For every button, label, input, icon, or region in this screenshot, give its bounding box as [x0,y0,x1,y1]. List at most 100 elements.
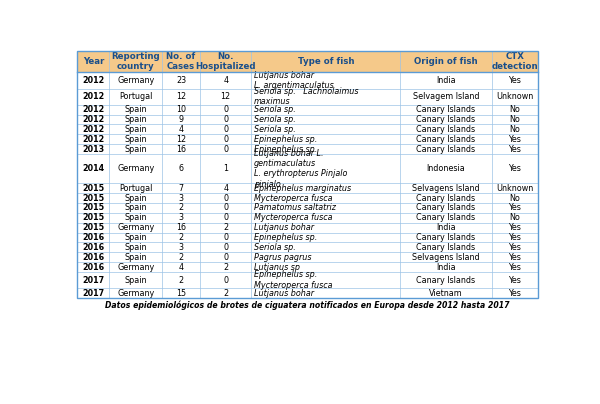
Text: Spain: Spain [125,203,147,213]
Text: Portugal: Portugal [119,92,152,101]
Text: 3: 3 [179,194,184,202]
Text: Germany: Germany [117,164,154,173]
Text: Yes: Yes [508,276,521,284]
Text: Germany: Germany [117,288,154,297]
Text: Lutjanus bohar L.
gentimaculatus
L. erythropterus Pinjalo
pinjalo: Lutjanus bohar L. gentimaculatus L. eryt… [254,149,347,189]
Text: Yes: Yes [508,76,521,85]
Text: Epinephelus marginatus: Epinephelus marginatus [254,184,351,193]
Text: 2015: 2015 [82,194,104,202]
Text: Canary Islands: Canary Islands [416,243,475,252]
Text: 0: 0 [223,203,228,213]
Text: Seriola sp.: Seriola sp. [254,115,296,124]
Text: Canary Islands: Canary Islands [416,145,475,154]
Text: No: No [509,115,520,124]
Text: 2016: 2016 [82,252,104,262]
Text: Canary Islands: Canary Islands [416,233,475,242]
Bar [77,272,538,288]
Text: Yes: Yes [508,164,521,173]
Bar [77,105,538,115]
Bar [77,242,538,252]
Text: Yes: Yes [508,243,521,252]
Bar [77,88,538,105]
Text: Indonesia: Indonesia [427,164,465,173]
Text: Yes: Yes [508,203,521,213]
Text: 2016: 2016 [82,233,104,242]
Text: 16: 16 [176,145,186,154]
Text: 4: 4 [179,125,184,134]
Text: 0: 0 [223,213,228,222]
Text: Seriola sp.: Seriola sp. [254,243,296,252]
Text: 9: 9 [178,115,184,124]
Text: 1: 1 [223,164,228,173]
Text: 2014: 2014 [82,164,104,173]
Text: 2013: 2013 [82,145,104,154]
Text: India: India [436,76,455,85]
Text: 23: 23 [176,76,186,85]
Text: Yes: Yes [508,263,521,271]
Text: No: No [509,125,520,134]
Text: Spain: Spain [125,194,147,202]
Text: Yes: Yes [508,288,521,297]
Text: 0: 0 [223,252,228,262]
Text: 7: 7 [178,184,184,193]
Text: 2012: 2012 [82,135,104,144]
Text: 3: 3 [179,243,184,252]
Text: Spain: Spain [125,115,147,124]
Text: Origin of fish: Origin of fish [414,57,478,66]
Text: Unknown: Unknown [496,92,533,101]
Text: No: No [509,213,520,222]
Text: Canary Islands: Canary Islands [416,276,475,284]
Text: Yes: Yes [508,145,521,154]
Text: Spain: Spain [125,145,147,154]
Text: 12: 12 [176,135,186,144]
Text: 2012: 2012 [82,105,104,114]
Bar [77,213,538,223]
Bar [77,134,538,144]
Text: 0: 0 [223,276,228,284]
Text: No: No [509,105,520,114]
Text: Lutjanus bohar: Lutjanus bohar [254,288,314,297]
Bar [77,115,538,124]
Bar [77,124,538,134]
Text: Spain: Spain [125,276,147,284]
Bar [77,51,538,72]
Text: 6: 6 [179,164,184,173]
Text: Germany: Germany [117,223,154,232]
Text: Lutjanus sp: Lutjanus sp [254,263,300,271]
Text: 0: 0 [223,194,228,202]
Text: Spain: Spain [125,252,147,262]
Text: 2017: 2017 [82,288,104,297]
Text: Spain: Spain [125,213,147,222]
Text: 12: 12 [221,92,231,101]
Text: Selvagens Island: Selvagens Island [412,252,479,262]
Bar [77,203,538,213]
Text: Canary Islands: Canary Islands [416,135,475,144]
Bar [77,223,538,233]
Text: No.
Hospitalized: No. Hospitalized [196,52,256,71]
Bar [77,51,538,298]
Text: Pagrus pagrus: Pagrus pagrus [254,252,311,262]
Text: 2: 2 [178,233,184,242]
Text: 2012: 2012 [82,76,104,85]
Text: Reporting
country: Reporting country [112,52,160,71]
Text: 0: 0 [223,145,228,154]
Text: 2: 2 [223,288,228,297]
Bar [77,262,538,272]
Text: Lutjanus bohar: Lutjanus bohar [254,223,314,232]
Text: Spain: Spain [125,105,147,114]
Text: Epinephelus sp.: Epinephelus sp. [254,233,317,242]
Text: India: India [436,263,455,271]
Text: Datos epidemiológicos de brotes de ciguatera notificados en Europa desde 2012 ha: Datos epidemiológicos de brotes de cigua… [105,300,510,310]
Bar [77,72,538,88]
Bar [77,183,538,193]
Text: Type of fish: Type of fish [298,57,354,66]
Text: Year: Year [83,57,104,66]
Text: Spain: Spain [125,233,147,242]
Text: Spain: Spain [125,135,147,144]
Text: 2016: 2016 [82,243,104,252]
Text: No. of
Cases: No. of Cases [166,52,196,71]
Text: Mycteroperca fusca: Mycteroperca fusca [254,213,332,222]
Bar [77,288,538,298]
Text: Pamatomus saltatriz: Pamatomus saltatriz [254,203,336,213]
Text: 2012: 2012 [82,92,104,101]
